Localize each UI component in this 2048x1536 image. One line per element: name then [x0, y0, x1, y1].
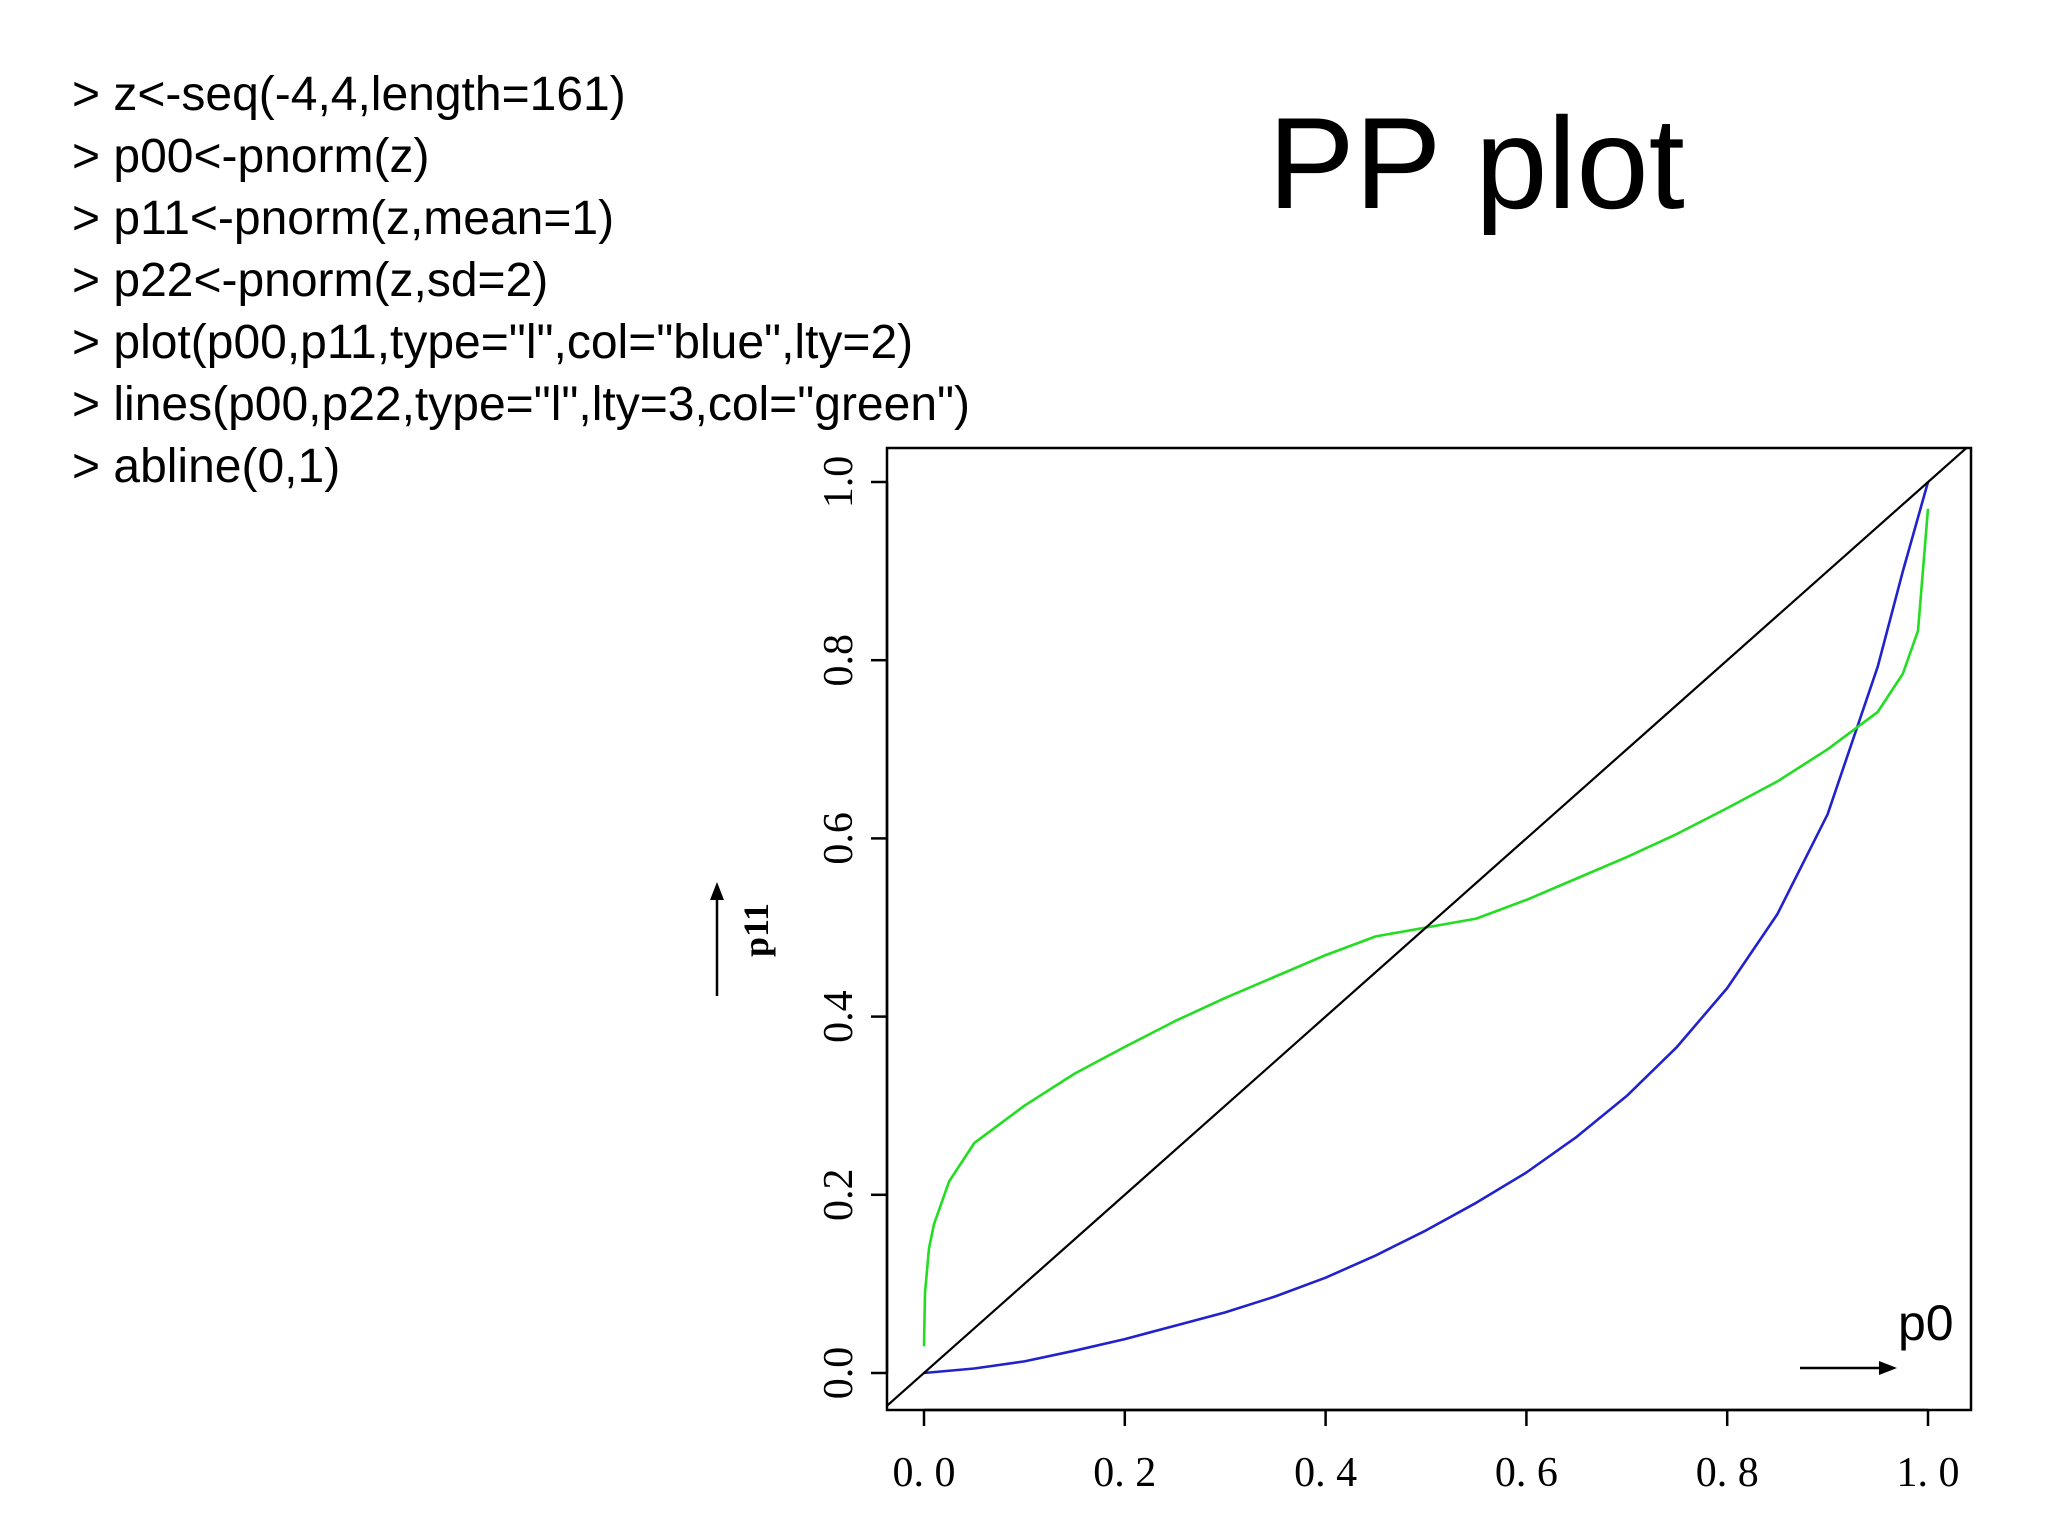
- x-tick-label: 0. 4: [1294, 1450, 1357, 1496]
- series-layer: [887, 448, 1969, 1408]
- code-line: > abline(0,1): [72, 440, 341, 493]
- slide-title: PP plot: [1268, 90, 1685, 236]
- code-line: > plot(p00,p11,type="l",col="blue",lty=2…: [72, 316, 914, 369]
- code-line: > lines(p00,p22,type="l",lty=3,col="gree…: [72, 378, 971, 431]
- code-line: > p11<-pnorm(z,mean=1): [72, 192, 615, 245]
- x-tick-label: 0. 8: [1696, 1450, 1759, 1496]
- x-tick-label: 0. 0: [893, 1450, 956, 1496]
- code-line: > p00<-pnorm(z): [72, 130, 430, 183]
- code-line: > p22<-pnorm(z,sd=2): [72, 254, 549, 307]
- y-tick-label: 0.8: [816, 634, 862, 687]
- code-line: > z<-seq(-4,4,length=161): [72, 68, 626, 121]
- x-tick-label: 0. 2: [1093, 1450, 1156, 1496]
- y-axis-label: p11: [736, 903, 776, 957]
- y-axis-arrowhead: [710, 882, 724, 900]
- x-axis-annotation: p0: [1898, 1295, 1954, 1351]
- x-tick-label: 1. 0: [1897, 1450, 1960, 1496]
- blue-curve-p11: [923, 481, 1930, 1375]
- r-code-block: > z<-seq(-4,4,length=161) > p00<-pnorm(z)…: [72, 64, 970, 498]
- y-tick-label: 1.0: [816, 456, 862, 509]
- green-curve-p22: [922, 508, 1930, 1347]
- x-axis-arrowhead: [1879, 1361, 1897, 1375]
- plot-frame: [885, 446, 1973, 1412]
- y-axis: 0.0 0.2 0.4 0.6 0.8 1.0: [816, 456, 889, 1400]
- y-tick-label: 0.2: [816, 1169, 862, 1222]
- y-tick-label: 0.6: [816, 812, 862, 865]
- identity-line: [887, 448, 1969, 1408]
- x-axis: 0. 0 0. 2 0. 4 0. 6 0. 8 1. 0: [893, 1408, 1960, 1496]
- y-tick-label: 0.0: [816, 1347, 862, 1400]
- y-tick-label: 0.4: [816, 990, 862, 1043]
- x-tick-label: 0. 6: [1495, 1450, 1558, 1496]
